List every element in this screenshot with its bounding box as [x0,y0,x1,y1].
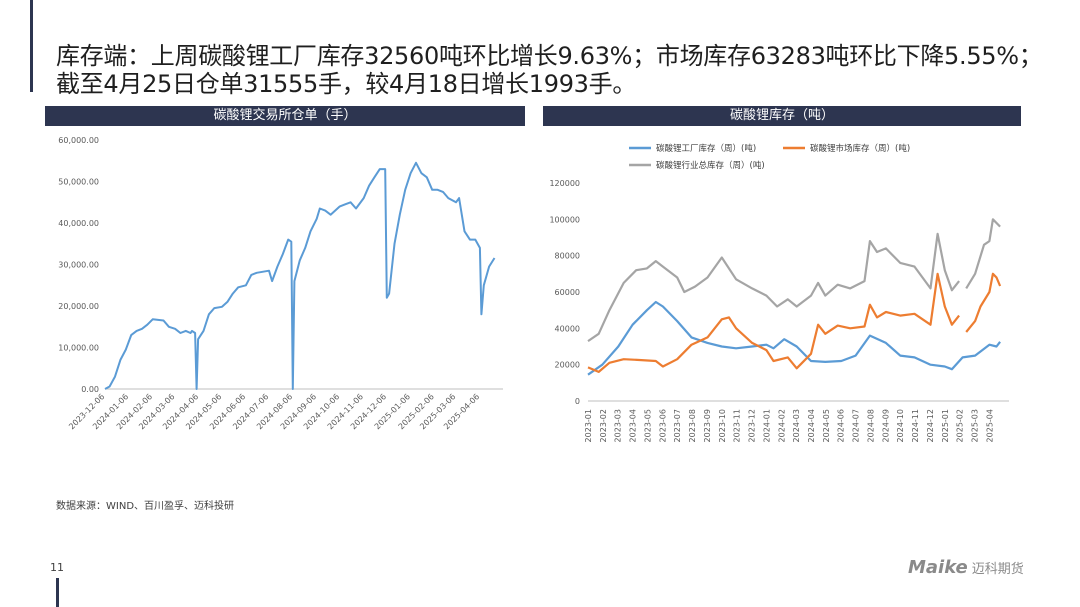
x-tick-label: 2024-06 [837,409,846,442]
logo-text-cn: 迈科期货 [971,561,1024,577]
y-tick-label: 10,000.00 [58,344,99,353]
x-tick-label: 2023-04 [629,409,638,442]
x-tick-label: 2024-04 [807,409,816,442]
x-tick-label: 2023-08 [688,409,697,442]
x-tick-label: 2024-07 [852,409,861,442]
y-tick-label: 0.00 [81,385,99,394]
accent-bar-top [30,0,33,92]
y-tick-label: 120000 [549,179,580,188]
x-tick-label: 2023-11 [733,409,742,442]
y-tick-label: 100000 [549,215,580,224]
x-tick-label: 2024-08 [866,409,875,442]
x-tick-label: 2023-12 [748,409,757,442]
x-tick-label: 2023-07 [673,409,682,442]
legend-label: 碳酸锂行业总库存（周）(吨) [656,160,765,171]
y-tick-label: 50,000.00 [58,178,99,187]
x-tick-label: 2023-06 [658,409,667,442]
x-tick-label: 2024-02 [777,409,786,442]
x-tick-label: 2024-10 [896,409,905,442]
inventory-series-line-1 [587,272,1002,373]
inventory-chart-title: 碳酸锂库存（吨） [543,106,1021,126]
x-tick-label: 2024-03 [792,409,801,442]
inventory-chart: 0 20000 40000 60000 80000 100000 120000 2023-01… [549,143,1009,442]
y-tick-label: 80000 [555,252,580,261]
y-tick-label: 40000 [555,324,580,333]
x-tick-label: 2025-04 [985,409,994,442]
logo-text-en: Maike [908,556,968,578]
y-tick-label: 20,000.00 [58,302,99,311]
y-tick-label: 40,000.00 [58,219,99,228]
x-tick-label: 2025-02 [956,409,965,442]
inventory-series-line-2 [587,218,1001,343]
legend-label: 碳酸锂市场库存（周）(吨) [810,143,910,154]
x-tick-label: 2023-02 [599,409,608,442]
inventory-series-line-0 [587,300,1001,376]
x-tick-label: 2024-09 [881,409,890,442]
x-tick-label: 2025-03 [971,409,980,442]
x-tick-label: 2024-05 [822,409,831,442]
y-tick-label: 30,000.00 [58,261,99,270]
y-tick-label: 20000 [555,361,580,370]
x-tick-label: 2024-11 [911,409,920,442]
warrant-chart-title: 碳酸锂交易所仓单（手） [45,106,525,126]
legend-label: 碳酸锂工厂库存（周）(吨) [656,143,756,154]
y-tick-label: 60000 [555,288,580,297]
page-number: 11 [50,561,64,574]
warrant-chart: 0.00 10,000.00 20,000.00 30,000.00 40,000.00… [58,136,503,431]
x-tick-label: 2024-12 [926,409,935,442]
x-tick-label: 2025-01 [941,409,950,442]
warrant-series-line [104,161,496,390]
x-tick-label: 2023-05 [643,409,652,442]
maike-logo: Maike 迈科期货 [908,554,1024,580]
x-tick-label: 2023-09 [703,409,712,442]
x-tick-label: 2024-01 [762,409,771,442]
x-tick-label: 2023-01 [584,409,593,442]
y-tick-label: 60,000.00 [58,136,99,145]
x-tick-label: 2023-03 [614,409,623,442]
x-tick-label: 2023-10 [718,409,727,442]
data-source-note: 数据来源：WIND、百川盈孚、迈科投研 [56,501,235,512]
accent-bar-bottom [56,578,59,607]
page-headline: 库存端：上周碳酸锂工厂库存32560吨环比增长9.63%；市场库存63283吨环… [56,42,1043,98]
y-tick-label: 0 [575,397,580,406]
